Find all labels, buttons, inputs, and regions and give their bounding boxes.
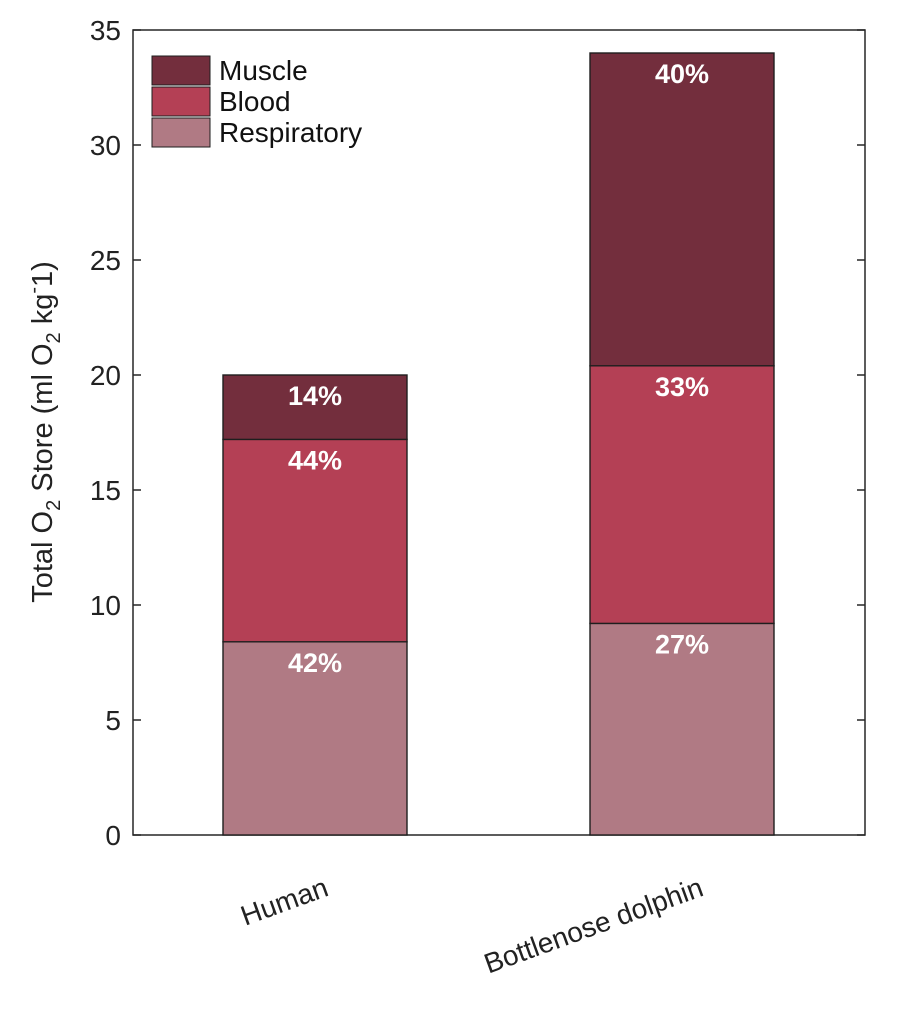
legend-label-blood: Blood [219, 86, 291, 117]
y-tick-label: 30 [90, 130, 121, 161]
y-tick-label: 10 [90, 590, 121, 621]
legend-swatch-respiratory [151, 117, 211, 148]
y-axis-label-part: 1) [27, 261, 59, 287]
y-axis: 0 5 10 15 20 25 30 35 [90, 15, 865, 851]
data-label: 27% [655, 629, 709, 659]
y-tick-label: 25 [90, 245, 121, 276]
bar-segment-blood [222, 438, 408, 643]
bar-segment-respiratory [589, 622, 775, 836]
y-tick-label: 5 [105, 705, 121, 736]
y-tick-label: 0 [105, 820, 121, 851]
y-axis-label-part: kg [27, 294, 59, 333]
x-tick-label: Bottlenose dolphin [480, 872, 707, 980]
legend-label-respiratory: Respiratory [219, 117, 362, 148]
data-label: 40% [655, 59, 709, 89]
y-axis-label-superscript: - [23, 287, 45, 294]
y-tick-label: 35 [90, 15, 121, 46]
data-label: 33% [655, 372, 709, 402]
bar-segment-respiratory [222, 641, 408, 836]
y-axis-label-subscript: 2 [43, 500, 65, 511]
legend-swatch-blood [151, 86, 211, 117]
y-axis-label-part: Store (ml O [27, 343, 59, 499]
y-axis-label: Total O2 Store (ml O2 kg-1) [23, 261, 65, 603]
bars: 42% 44% 14% 27% 33% 40% [222, 52, 775, 836]
bar-segment-muscle [589, 52, 775, 367]
data-label: 42% [288, 648, 342, 678]
bar-segment-blood [589, 365, 775, 625]
y-axis-label-subscript: 2 [43, 332, 65, 343]
data-label: 44% [288, 445, 342, 475]
y-tick-label: 15 [90, 475, 121, 506]
legend-swatch-muscle [151, 55, 211, 86]
y-tick-label: 20 [90, 360, 121, 391]
x-tick-label: Human [237, 872, 332, 932]
y-axis-label-part: Total O [27, 511, 59, 603]
x-axis: Human Bottlenose dolphin [237, 872, 707, 980]
bar-segment-muscle [222, 374, 408, 441]
legend-label-muscle: Muscle [219, 55, 308, 86]
data-label: 14% [288, 381, 342, 411]
